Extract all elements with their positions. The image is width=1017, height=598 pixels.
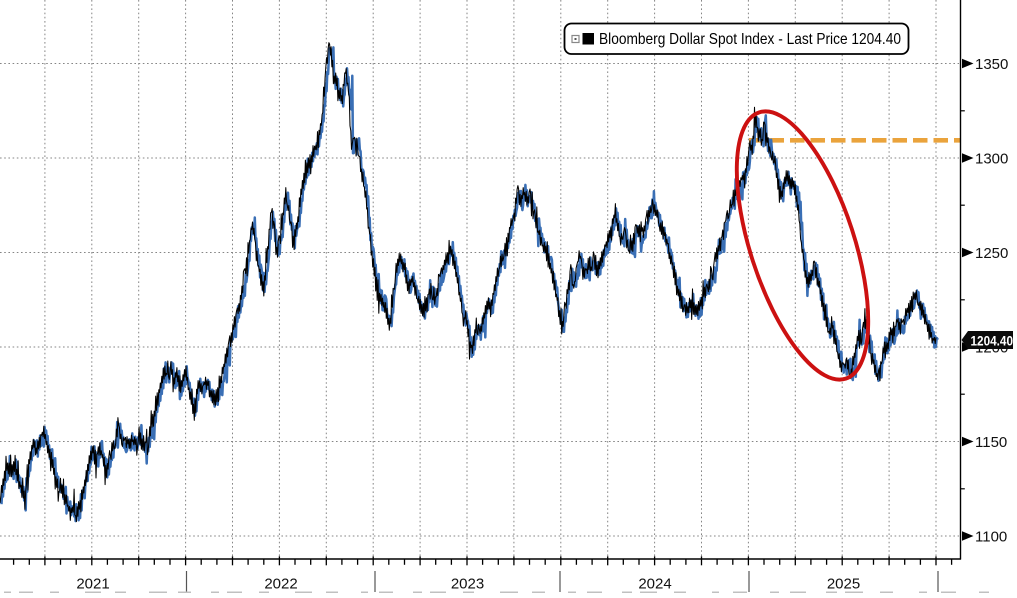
- svg-text:Bloomberg Dollar Spot Index -: Bloomberg Dollar Spot Index - Last Price…: [599, 31, 901, 48]
- svg-text:1100: 1100: [975, 529, 1007, 546]
- svg-text:2024: 2024: [638, 576, 671, 593]
- svg-text:2023: 2023: [451, 576, 484, 593]
- svg-text:2021: 2021: [76, 576, 109, 593]
- svg-text:1300: 1300: [975, 151, 1008, 168]
- svg-text:1204.40: 1204.40: [971, 334, 1014, 349]
- svg-text:2025: 2025: [827, 576, 860, 593]
- svg-text:1150: 1150: [975, 434, 1007, 451]
- svg-text:2022: 2022: [264, 576, 297, 593]
- svg-text:1250: 1250: [975, 245, 1008, 262]
- svg-text:1350: 1350: [975, 56, 1008, 73]
